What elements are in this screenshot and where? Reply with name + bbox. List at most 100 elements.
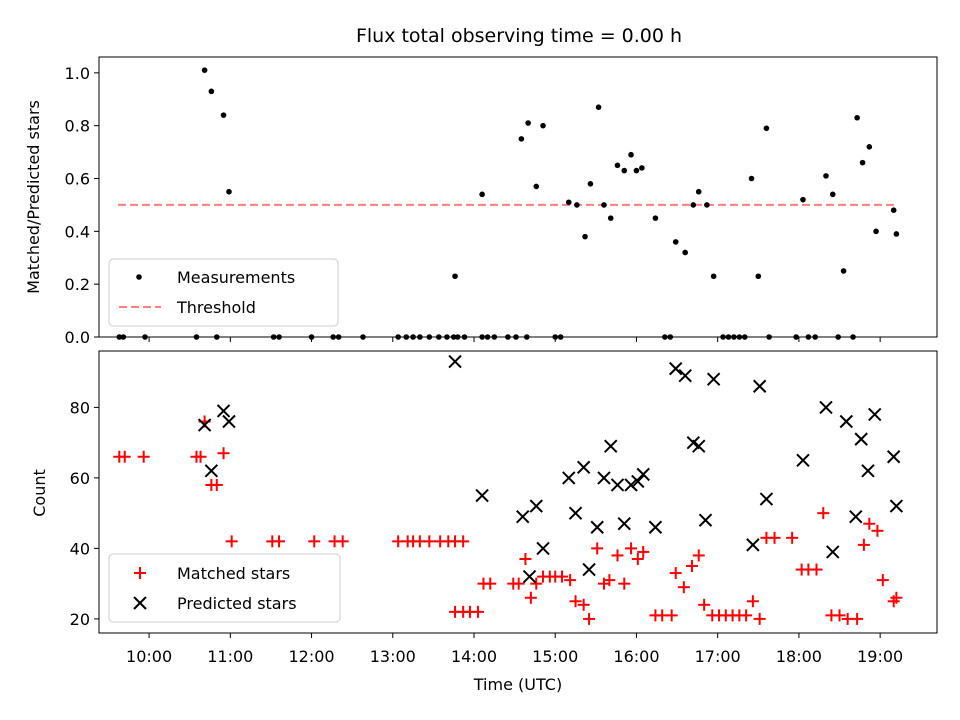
- measurement-point: [360, 334, 366, 340]
- measurement-point: [812, 334, 818, 340]
- matched-star-point: [118, 450, 131, 463]
- measurement-point: [840, 268, 847, 274]
- matched-star-point: [753, 612, 766, 625]
- matched-star-point: [137, 450, 150, 463]
- top-y-tick-label: 0.2: [65, 275, 90, 294]
- x-tick-label: 11:00: [207, 647, 253, 666]
- top-y-tick-label: 0.4: [65, 222, 90, 241]
- measurement-point: [461, 334, 468, 340]
- predicted-star-point: [796, 453, 810, 467]
- matched-star-point: [876, 574, 889, 587]
- measurement-point: [330, 334, 337, 340]
- predicted-star-point: [759, 492, 774, 506]
- measurement-point: [565, 199, 572, 206]
- measurement-point: [662, 334, 668, 340]
- measurement-point: [890, 207, 897, 214]
- legend-predicted-label: Predicted stars: [177, 594, 297, 613]
- bottom-legend-box: [108, 553, 341, 623]
- matched-star-point: [698, 598, 711, 611]
- predicted-star-point: [197, 418, 212, 432]
- matched-star-point: [863, 517, 876, 530]
- measurement-point: [695, 188, 702, 195]
- matched-star-point: [583, 612, 596, 625]
- matched-star-point: [569, 595, 582, 608]
- measurement-point: [800, 196, 806, 203]
- measurement-point: [552, 334, 559, 340]
- predicted-star-point: [678, 368, 692, 383]
- predicted-star-point: [617, 517, 631, 531]
- measurement-point: [854, 114, 860, 121]
- measurement-point: [513, 334, 519, 340]
- x-axis-label: Time (UTC): [473, 675, 562, 694]
- predicted-star-point: [886, 450, 901, 464]
- matched-star-point: [618, 577, 631, 590]
- legend-threshold-label: Threshold: [176, 298, 256, 317]
- measurement-point: [731, 334, 737, 340]
- measurement-point: [850, 334, 856, 340]
- matched-star-point: [685, 560, 698, 573]
- top-y-tick-label: 0.6: [65, 170, 90, 189]
- predicted-star-point: [669, 361, 683, 376]
- top-y-tick-label: 0.0: [65, 328, 90, 347]
- predicted-star-point: [529, 499, 543, 513]
- measurement-point: [193, 334, 200, 340]
- predicted-star-point: [516, 509, 530, 524]
- legend-matched-label: Matched stars: [177, 564, 290, 583]
- measurement-point: [859, 159, 866, 166]
- predicted-star-point: [576, 460, 591, 475]
- bottom-y-tick-label: 20: [70, 610, 90, 629]
- measurement-point: [866, 144, 873, 150]
- measurement-point: [226, 188, 232, 195]
- measurement-point: [540, 122, 546, 129]
- legend-predicted-marker: [133, 596, 147, 610]
- measurement-point: [120, 334, 127, 340]
- measurement-point: [607, 215, 614, 221]
- measurement-point: [479, 191, 485, 198]
- matched-star-point: [591, 542, 604, 555]
- predicted-star-point: [604, 439, 618, 453]
- measurement-point: [893, 231, 900, 237]
- matched-star-point: [225, 535, 238, 548]
- legend-measurements-label: Measurements: [177, 268, 295, 287]
- x-tick-label: 16:00: [613, 647, 659, 666]
- measurement-point: [142, 334, 148, 340]
- matched-star-point: [817, 507, 830, 520]
- measurement-point: [574, 202, 580, 208]
- bottom-legend: Matched stars Predicted stars: [108, 553, 341, 623]
- matched-star-point: [484, 577, 497, 590]
- matched-star-point: [857, 538, 870, 551]
- measurement-point: [444, 334, 450, 340]
- measurement-point: [725, 334, 732, 340]
- predicted-star-point: [648, 520, 663, 534]
- predicted-star-point: [861, 464, 875, 478]
- bottom-y-ticks: 20 40 60 80: [70, 398, 99, 629]
- matched-star-point: [217, 447, 230, 460]
- matched-star-point: [746, 595, 759, 608]
- measurement-point: [525, 120, 531, 126]
- matched-star-point: [524, 591, 537, 604]
- x-tick-label: 17:00: [695, 647, 741, 666]
- measurement-point: [873, 228, 879, 235]
- measurement-point: [276, 334, 282, 340]
- matched-star-point: [564, 574, 577, 587]
- matched-star-point: [457, 535, 470, 548]
- measurement-point: [595, 104, 602, 110]
- matched-star-point: [768, 531, 781, 544]
- predicted-star-point: [746, 538, 760, 552]
- matched-star-point: [740, 609, 753, 622]
- predicted-star-point: [889, 499, 904, 513]
- measurement-point: [614, 162, 621, 169]
- matched-star-point: [786, 531, 799, 544]
- measurement-point: [835, 334, 841, 340]
- predicted-star-point: [610, 478, 625, 492]
- measurement-point: [410, 334, 416, 340]
- measurement-point: [652, 215, 659, 221]
- matched-star-point: [577, 598, 590, 611]
- measurement-point: [793, 334, 800, 340]
- top-legend: Measurements Threshold: [108, 258, 339, 327]
- matched-star-point: [669, 567, 682, 580]
- matched-star-point: [512, 577, 525, 590]
- predicted-star-point: [597, 471, 611, 485]
